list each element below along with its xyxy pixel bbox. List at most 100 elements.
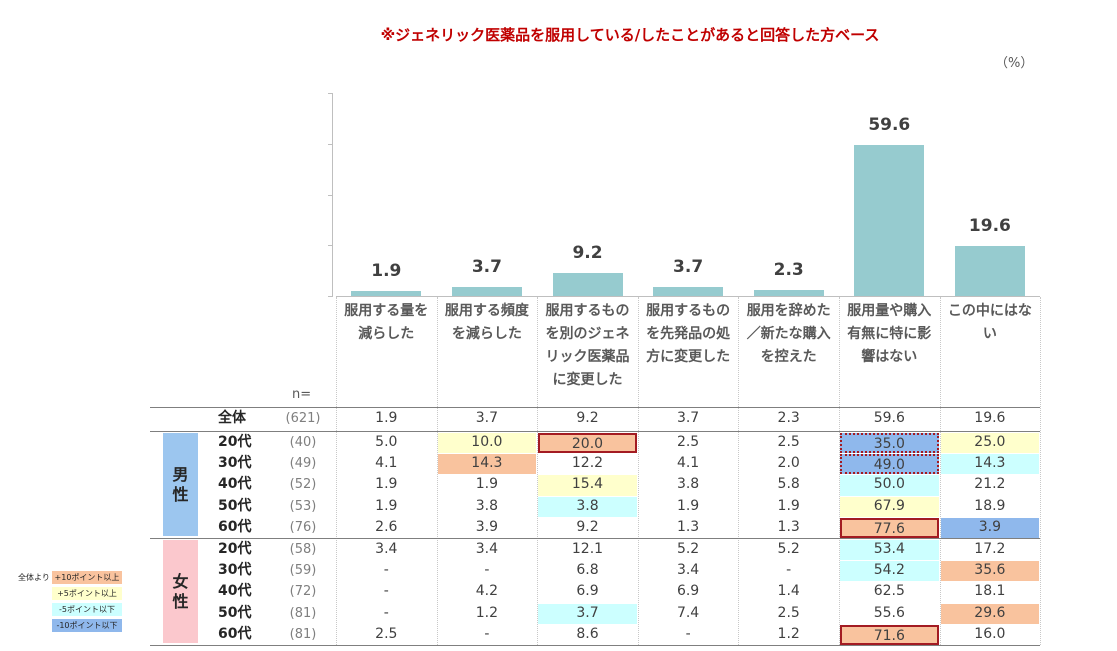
table-cell: 3.8 — [538, 496, 637, 517]
value-label: 1.9 — [371, 261, 402, 282]
column-header: 服用するものを先発品の処方に変更した — [646, 303, 731, 365]
value-label: 3.7 — [673, 256, 704, 277]
table-cell: 3.4 — [475, 541, 499, 557]
row-n: (76) — [289, 519, 317, 535]
table-cell: 5.0 — [375, 434, 398, 450]
table-cell: - — [484, 625, 490, 642]
column-header: 服用量や購入有無に特に影響はない — [847, 303, 932, 365]
table-cell: 1.9 — [375, 497, 398, 514]
table-cell: 6.8 — [576, 562, 599, 579]
table-cell: 3.7 — [538, 603, 637, 624]
table-rule — [150, 407, 1040, 408]
table-cell: 3.7 — [475, 410, 499, 426]
table-cell: 1.3 — [777, 518, 800, 535]
column-divider — [839, 297, 840, 645]
group-label: 女性 — [163, 540, 198, 643]
table-cell: 1.2 — [777, 625, 800, 642]
table-cell: 4.1 — [676, 455, 700, 472]
row-label: 40代 — [218, 583, 252, 600]
column-divider — [738, 297, 740, 645]
column-header: 服用を辞めた／新たな購入を控えた — [746, 303, 831, 365]
table-cell: 53.4 — [840, 540, 939, 561]
table-cell: 1.9 — [777, 497, 800, 514]
table-cell: 35.0 — [840, 433, 939, 454]
table-cell: 9.2 — [576, 518, 599, 535]
table-cell: 21.2 — [974, 476, 1006, 493]
table-cell: 1.9 — [375, 410, 398, 426]
table-cell: 1.9 — [375, 476, 398, 493]
table-cell: 5.2 — [676, 541, 700, 557]
row-label: 60代 — [218, 518, 252, 535]
y-tick — [328, 143, 333, 145]
table-cell: 18.1 — [974, 583, 1006, 600]
table-cell: 3.9 — [475, 518, 499, 535]
y-tick — [328, 245, 333, 247]
table-cell: 2.0 — [777, 455, 800, 472]
value-label: 59.6 — [868, 114, 911, 135]
table-cell: 3.4 — [375, 541, 398, 557]
bar — [753, 290, 824, 296]
table-cell: 50.0 — [840, 475, 939, 496]
table-cell: 4.1 — [375, 455, 398, 472]
table-cell: 35.6 — [940, 561, 1040, 582]
legend-item: -10ポイント以下 — [52, 619, 122, 632]
column-divider — [436, 297, 438, 645]
table-cell: 18.9 — [974, 497, 1006, 514]
value-label: 2.3 — [773, 260, 804, 281]
row-n: (81) — [289, 626, 317, 642]
table-cell: 29.6 — [940, 603, 1040, 624]
value-label: 3.7 — [471, 256, 502, 277]
table-cell: 10.0 — [437, 433, 537, 454]
table-cell: 54.2 — [840, 561, 939, 582]
unit-label: （%） — [995, 56, 1034, 71]
table-cell: 2.5 — [777, 604, 800, 621]
row-n: (52) — [289, 477, 317, 493]
y-tick — [328, 93, 333, 94]
table-cell: 2.5 — [777, 434, 800, 450]
table-cell: 62.5 — [873, 583, 905, 600]
legend-item: -5ポイント以下 — [52, 603, 122, 616]
table-cell: 25.0 — [940, 433, 1040, 454]
table-cell: 6.9 — [676, 583, 700, 600]
table-rule — [150, 538, 1040, 539]
table-cell: - — [685, 625, 691, 642]
chart-title: ※ジェネリック医薬品を服用している/したことがあると回答した方ベース — [380, 26, 880, 44]
table-cell: 1.4 — [777, 583, 800, 600]
column-divider — [637, 297, 639, 645]
table-cell: - — [383, 562, 389, 579]
value-label: 9.2 — [572, 242, 603, 263]
table-cell: 59.6 — [873, 410, 905, 426]
table-cell: 2.6 — [375, 518, 398, 535]
table-rule — [150, 645, 1040, 646]
column-divider — [537, 297, 539, 645]
table-cell: 67.9 — [840, 496, 939, 517]
table-cell: 1.9 — [676, 497, 700, 514]
table-cell: 2.5 — [375, 625, 398, 642]
table-cell: - — [484, 562, 490, 579]
table-cell: 12.1 — [571, 541, 604, 557]
row-label: 60代 — [218, 625, 252, 642]
bar — [451, 286, 522, 296]
row-n: (72) — [289, 584, 317, 600]
row-n: (59) — [289, 563, 317, 579]
table-cell: 1.9 — [475, 476, 499, 493]
table-cell: 20.0 — [538, 433, 637, 454]
table-cell: 49.0 — [840, 454, 939, 475]
column-header: 服用する頻度を減らした — [444, 303, 529, 342]
column-divider — [336, 297, 337, 645]
table-cell: 17.2 — [974, 541, 1006, 557]
row-label: 20代 — [218, 541, 252, 557]
row-label: 40代 — [218, 476, 252, 493]
table-cell: 14.3 — [437, 454, 537, 475]
table-cell: 1.2 — [475, 604, 499, 621]
row-label: 50代 — [218, 604, 252, 621]
table-cell: 3.9 — [940, 517, 1040, 538]
row-n: (621) — [285, 411, 321, 426]
y-tick — [328, 296, 333, 297]
bar — [653, 286, 724, 296]
y-tick — [328, 194, 333, 196]
table-cell: 3.8 — [676, 476, 700, 493]
bar — [854, 144, 925, 296]
table-cell: 15.4 — [538, 475, 637, 496]
row-n: (81) — [289, 605, 317, 621]
